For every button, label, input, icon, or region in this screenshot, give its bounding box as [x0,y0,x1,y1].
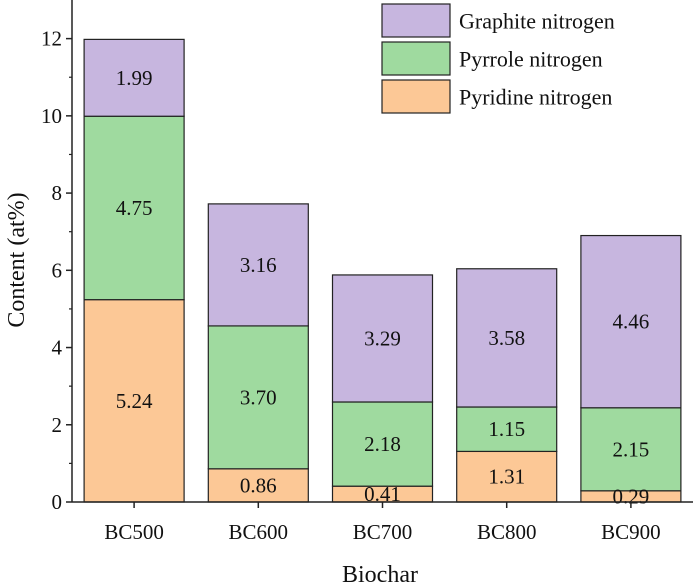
bar-bc600-series-0 [207,468,309,503]
data-label-bc500-series-2: 1.99 [116,66,153,90]
data-label-bc900-series-2: 4.46 [613,310,650,334]
data-label-bc500-series-1: 4.75 [116,196,153,220]
x-tick-label-bc700: BC700 [353,520,413,544]
bar-bc500-series-0 [83,299,185,503]
data-label-bc800-series-1: 1.15 [488,417,525,441]
data-labels-layer: 5.244.751.990.863.703.160.412.183.291.31… [116,66,650,509]
bar-bc900-series-2 [580,234,682,409]
y-tick-label-0: 0 [52,490,63,514]
data-label-bc800-series-0: 1.31 [488,465,525,489]
legend-swatch-graphite-nitrogen [381,3,451,38]
bar-bc800-series-0 [456,450,558,503]
data-label-bc700-series-2: 3.29 [364,326,401,350]
x-tick-label-bc500: BC500 [104,520,164,544]
y-tick-label-2: 2 [52,413,63,437]
bar-bc600-series-1 [207,325,309,470]
data-label-bc700-series-1: 2.18 [364,432,401,456]
data-label-bc500-series-0: 5.24 [116,389,153,413]
legend-swatch-pyridine-nitrogen [381,79,451,114]
data-label-bc600-series-2: 3.16 [240,253,277,277]
bar-bc700-series-1 [331,401,434,487]
bar-bc500-series-2 [83,38,185,117]
x-tick-label-bc900: BC900 [601,520,661,544]
legend-swatch-pyrrole-nitrogen [381,41,451,76]
bar-bc800-series-2 [456,268,558,408]
data-label-bc600-series-1: 3.70 [240,385,277,409]
y-axis-title: Content (at%) [4,192,30,327]
data-label-bc600-series-0: 0.86 [240,473,277,497]
y-tick-label-4: 4 [52,336,63,360]
bar-bc500-series-1 [83,115,185,301]
y-tick-label-6: 6 [52,258,63,282]
x-axis-title: Biochar [342,562,418,587]
bars-layer [83,38,682,503]
data-label-bc900-series-1: 2.15 [613,437,650,461]
y-tick-label-10: 10 [41,104,62,128]
legend-label-pyrrole-nitrogen: Pyrrole nitrogen [459,47,603,72]
y-tick-label-12: 12 [41,27,62,51]
bar-bc700-series-2 [331,274,434,403]
bar-bc600-series-2 [207,203,309,327]
x-tick-label-bc800: BC800 [477,520,537,544]
x-tick-label-bc600: BC600 [229,520,289,544]
legend-label-pyridine-nitrogen: Pyridine nitrogen [459,85,612,110]
y-tick-label-8: 8 [52,181,63,205]
legend-label-graphite-nitrogen: Graphite nitrogen [459,9,615,34]
legend: Graphite nitrogen Pyrrole nitrogen Pyridin… [381,3,615,114]
data-label-bc800-series-2: 3.58 [488,326,525,350]
axes-layer: 0 2 4 6 8 10 12 BC500 BC600 BC700 BC800 BC900 [41,0,693,544]
